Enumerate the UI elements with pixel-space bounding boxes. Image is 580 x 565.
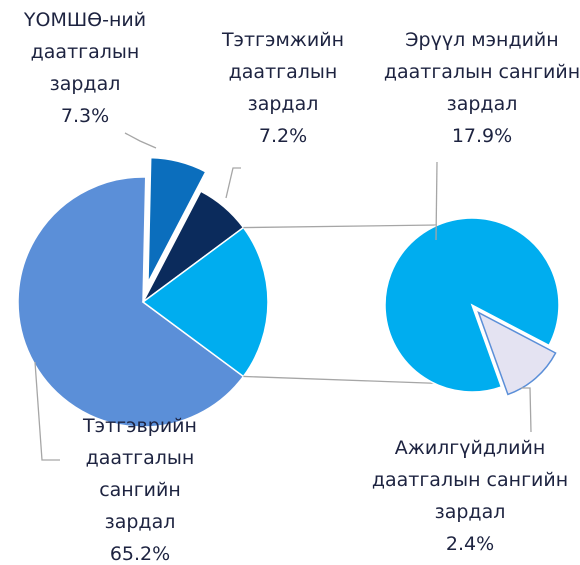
value-label: 7.3% [60,105,110,127]
pie-slice [17,176,245,428]
value-label: 7.2% [258,125,308,147]
category-label: ҮОМШӨ-ний даатгалын зардал [23,9,147,95]
pie-slice-other [141,226,269,378]
pie-slice [147,156,207,283]
leader-line [521,387,532,433]
leader-line [34,361,60,461]
value-label: 17.9% [451,125,513,147]
category-label: Ажилгүйдлийн даатгалын сангийн зардал [371,437,569,523]
category-label: Тэтгэмжийн даатгалын зардал [221,29,345,115]
connector-line [243,224,438,229]
data-label: Ажилгүйдлийн даатгалын сангийн зардал 2.4… [370,432,570,560]
leader-line [435,161,438,241]
data-label: Тэтгэмжийн даатгалын зардал 7.2% [208,24,358,152]
data-label: ҮОМШӨ-ний даатгалын зардал 7.3% [5,4,165,132]
data-label: Эрүүл мэндийн даатгалын сангийн зардал 17… [382,24,580,152]
category-label: Тэтгэврийн даатгалын сангийн зардал [83,415,197,533]
pie-slice [477,310,557,396]
pie-slice [384,217,560,393]
data-label: Тэтгэврийн даатгалын сангийн зардал 65.2% [65,410,215,565]
leader-line [124,132,157,149]
category-label: Эрүүл мэндийн даатгалын сангийн зардал [383,29,580,115]
value-label: 65.2% [109,543,171,565]
leader-line [225,167,241,199]
value-label: 2.4% [445,533,495,555]
